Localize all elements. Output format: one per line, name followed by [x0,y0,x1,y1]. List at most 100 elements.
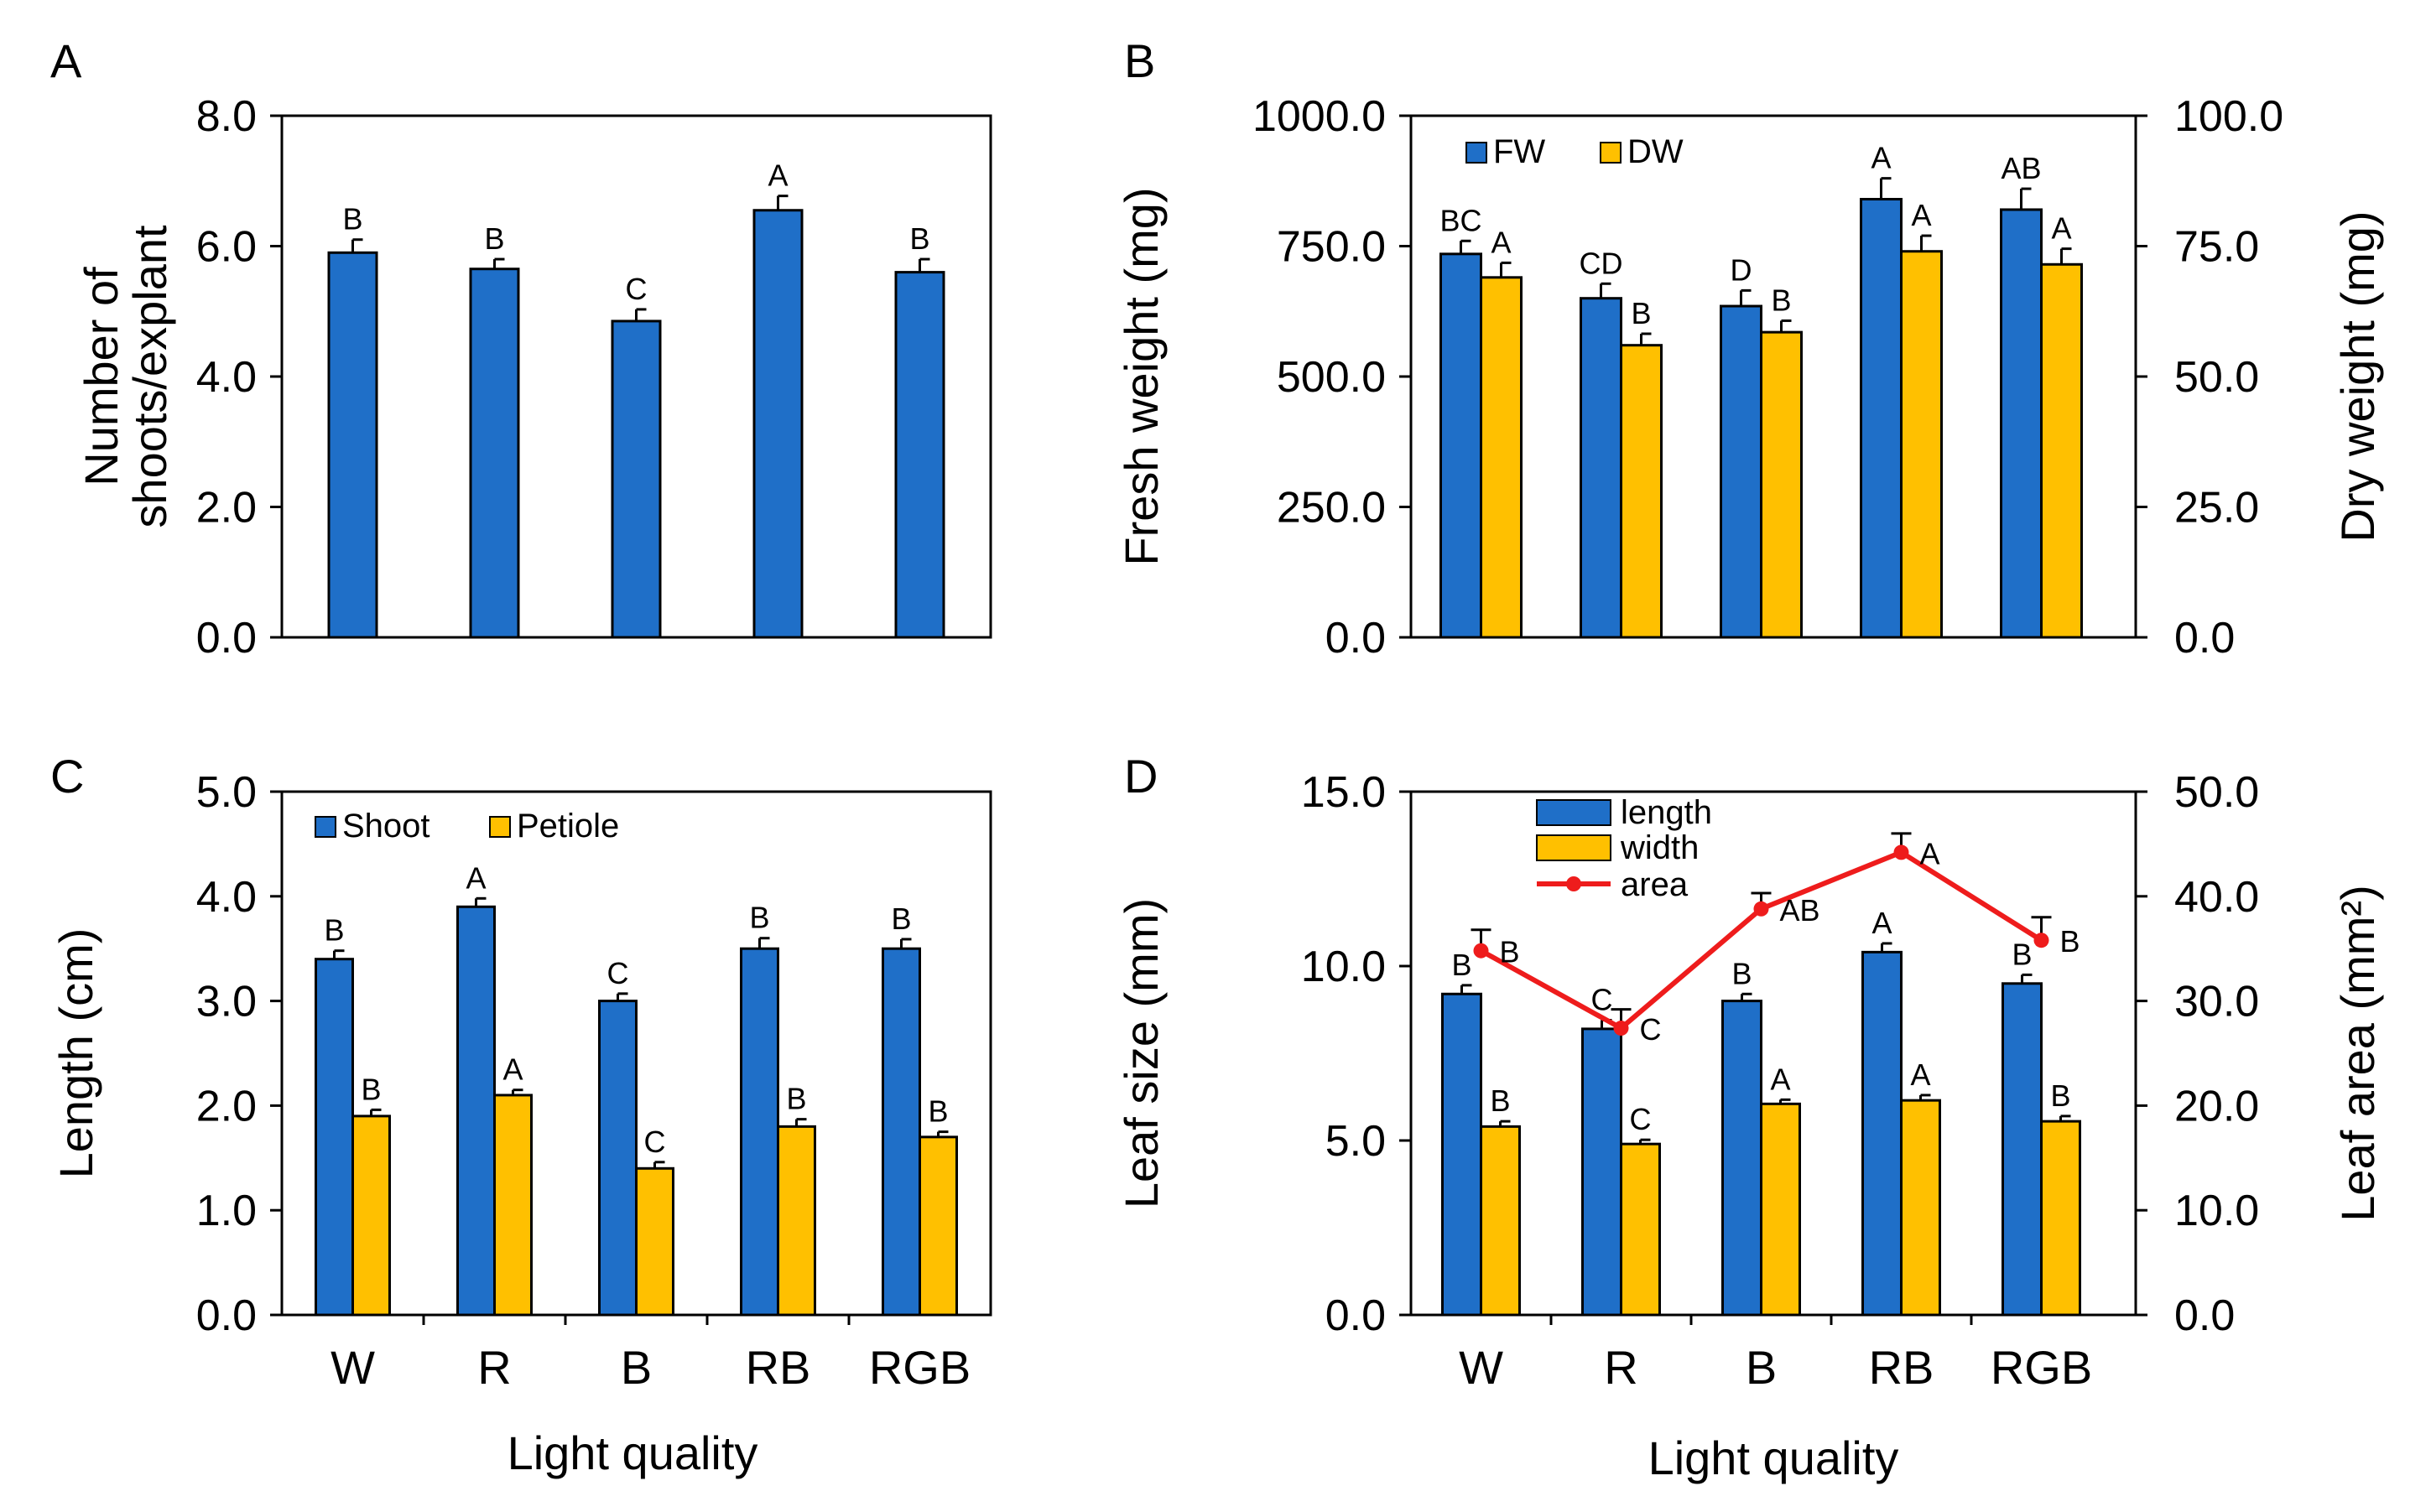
sig-letter-c-shoot-4: B [891,901,911,936]
ytick-label-b-4: 1000.0 [1252,92,1386,141]
xtick-label-c-3: RB [746,1341,811,1394]
ytick-label-d-0: 0.0 [1325,1291,1386,1340]
ytick-label-c-5: 5.0 [196,768,257,817]
xtick-label-d-0: W [1459,1341,1503,1394]
bar-b-fw-3 [1860,198,1903,639]
bar-d-length-3 [1861,950,1903,1317]
sig-letter-d-length-0: B [1451,948,1471,982]
line-sig-d-3: A [1920,836,1940,870]
line-point-d-0 [1473,943,1489,959]
ytick-label-c-1: 1.0 [196,1187,257,1235]
xtick-label-c-1: R [477,1341,511,1394]
ytick-label-right-d-5: 50.0 [2174,768,2259,817]
sig-letter-b-dw-0: A [1491,225,1511,259]
ytick-label-b-0: 0.0 [1325,614,1386,662]
sig-letter-b-fw-0: BC [1439,203,1481,237]
ytick-label-c-2: 2.0 [196,1082,257,1130]
sig-letter-c-shoot-1: A [466,860,486,895]
ytick-label-a-1: 2.0 [196,484,257,533]
ytick-label-right-d-3: 30.0 [2174,978,2259,1026]
line-point-d-1 [1613,1021,1629,1037]
sig-letter-c-shoot-2: C [607,956,629,990]
sig-letter-a-shoots-4: B [909,221,929,256]
bar-c-petiole-1 [493,1094,533,1317]
y-axis-title-line-0: Number of [75,267,128,486]
bar-d-length-0 [1441,992,1482,1317]
bar-c-shoot-3 [740,947,779,1317]
line-sig-d-0: B [1500,935,1520,969]
panel-label-d: D [1124,750,1158,803]
ytick-label-right-b-4: 100.0 [2174,92,2283,141]
y-axis-title-right-d: Leaf area (mm²) [2331,885,2384,1221]
bar-b-dw-4 [2040,262,2083,639]
sig-letter-c-petiole-3: B [786,1082,806,1116]
bar-c-shoot-2 [598,1000,638,1317]
plot-frame-c [280,790,992,1317]
ytick-label-right-d-2: 20.0 [2174,1082,2259,1130]
y-axis-title-right-b: Dry weight (mg) [2331,210,2384,542]
xtick-label-c-4: RGB [869,1341,971,1394]
ytick-label-right-d-0: 0.0 [2174,1291,2235,1340]
bar-a-shoots-2 [611,320,662,639]
bar-b-fw-4 [2000,208,2043,639]
line-point-d-3 [1893,844,1909,860]
ytick-label-d-1: 5.0 [1325,1117,1386,1166]
bar-c-petiole-4 [919,1135,958,1317]
bar-d-width-0 [1480,1125,1521,1317]
bar-b-fw-0 [1439,252,1482,639]
bar-a-shoots-1 [469,268,520,639]
sig-letter-c-shoot-3: B [749,901,769,935]
bar-a-shoots-0 [327,251,378,639]
ytick-label-right-b-3: 75.0 [2174,223,2259,272]
ytick-label-a-3: 6.0 [196,223,257,272]
y-axis-title-a: Number ofshoots/explant [75,225,176,528]
ytick-label-c-0: 0.0 [196,1291,257,1340]
legend-label-b-0: FW [1493,133,1545,170]
ytick-label-a-2: 4.0 [196,353,257,402]
bar-d-length-1 [1581,1027,1622,1317]
sig-letter-b-dw-1: B [1631,296,1651,330]
bar-c-shoot-1 [456,905,496,1317]
ytick-label-c-3: 3.0 [196,978,257,1026]
bar-d-width-2 [1760,1102,1801,1317]
ytick-label-right-d-4: 40.0 [2174,873,2259,922]
sig-letter-d-length-3: A [1871,906,1892,940]
sig-letter-c-petiole-4: B [928,1094,948,1129]
panel-label-c: C [50,750,84,803]
sig-letter-c-petiole-2: C [644,1125,666,1159]
bar-c-petiole-0 [351,1115,391,1317]
line-sig-d-2: AB [1780,893,1820,927]
legend-swatch-c-1 [489,816,511,838]
bar-d-width-4 [2040,1120,2081,1317]
line-sig-d-1: C [1640,1012,1662,1047]
legend-swatch-d-0 [1536,799,1611,826]
legend-label-d-0: length [1621,794,1712,831]
sig-letter-d-width-1: C [1630,1102,1652,1136]
panel-a: A B B C A B 0.0 2.0 4.0 6.0 8.0 Number ofshoots/ex… [50,34,992,662]
legend-swatch-b-1 [1600,142,1622,164]
bar-c-petiole-3 [777,1125,816,1317]
legend-swatch-b-0 [1465,142,1487,164]
legend-marker-d-area [1566,876,1581,891]
bar-b-dw-3 [1900,250,1943,639]
sig-letter-d-length-4: B [2012,937,2032,971]
sig-letter-d-width-3: A [1910,1057,1930,1092]
x-axis-title-c: Light quality [508,1426,758,1479]
bar-d-width-3 [1900,1099,1941,1317]
bar-b-dw-2 [1760,330,1803,639]
bar-d-width-1 [1620,1142,1661,1317]
ytick-label-a-4: 8.0 [196,92,257,141]
panel-label-b: B [1124,34,1155,87]
ytick-label-a-0: 0.0 [196,614,257,662]
plot-frame-d [1409,790,2137,1317]
ytick-label-right-b-1: 25.0 [2174,484,2259,533]
legend-label-c-0: Shoot [342,808,430,844]
x-axis-title-d: Light quality [1648,1431,1899,1484]
ytick-label-b-1: 250.0 [1277,484,1386,533]
y-axis-title-d: Leaf size (mm) [1115,898,1168,1208]
bar-a-shoots-4 [894,271,945,639]
bar-c-shoot-0 [315,958,354,1317]
